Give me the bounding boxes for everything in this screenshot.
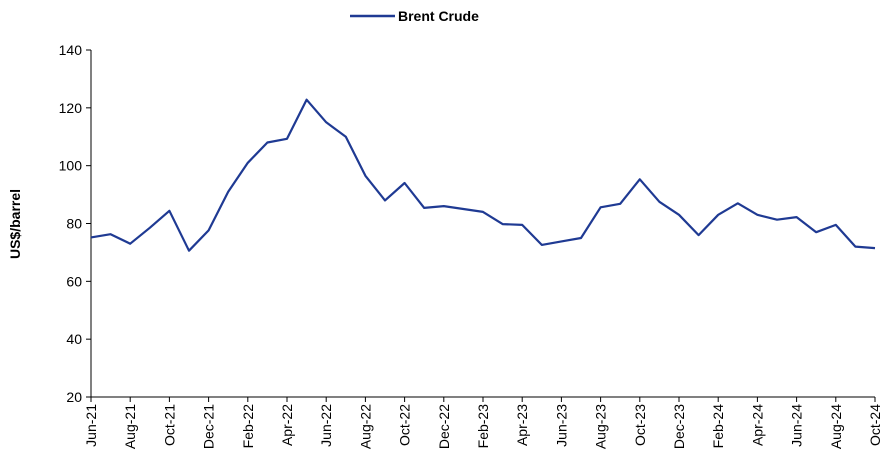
x-tick-label: Jun-23 — [553, 404, 569, 447]
x-tick-label: Dec-23 — [671, 404, 687, 449]
x-tick-label: Jun-21 — [83, 404, 99, 447]
x-tick-label: Oct-24 — [867, 404, 883, 446]
x-tick-label: Apr-23 — [514, 404, 530, 446]
y-tick-label: 20 — [66, 389, 82, 405]
x-tick-label: Feb-23 — [475, 404, 491, 449]
x-tick-label: Jun-24 — [789, 404, 805, 447]
x-tick-label: Oct-21 — [161, 404, 177, 446]
y-tick-label: 120 — [59, 100, 83, 116]
x-tick-label: Aug-24 — [828, 404, 844, 449]
x-tick-label: Aug-22 — [357, 404, 373, 449]
x-tick-label: Apr-22 — [279, 404, 295, 446]
y-tick-label: 80 — [66, 216, 82, 232]
x-tick-label: Aug-21 — [122, 404, 138, 449]
y-tick-label: 100 — [59, 158, 83, 174]
x-tick-label: Dec-22 — [436, 404, 452, 449]
y-tick-label: 140 — [59, 42, 83, 58]
x-tick-label: Aug-23 — [593, 404, 609, 449]
x-tick-label: Apr-24 — [749, 404, 765, 446]
x-tick-label: Feb-22 — [240, 404, 256, 449]
x-tick-label: Oct-23 — [632, 404, 648, 446]
x-tick-label: Dec-21 — [201, 404, 217, 449]
y-tick-label: 60 — [66, 273, 82, 289]
x-tick-label: Feb-24 — [710, 404, 726, 449]
y-axis-label: US$/barrel — [7, 189, 23, 259]
line-series — [90, 98, 876, 252]
x-tick-label: Oct-22 — [397, 404, 413, 446]
x-tick-label: Jun-22 — [318, 404, 334, 447]
legend-label: Brent Crude — [398, 8, 479, 24]
y-tick-label: 40 — [66, 331, 82, 347]
